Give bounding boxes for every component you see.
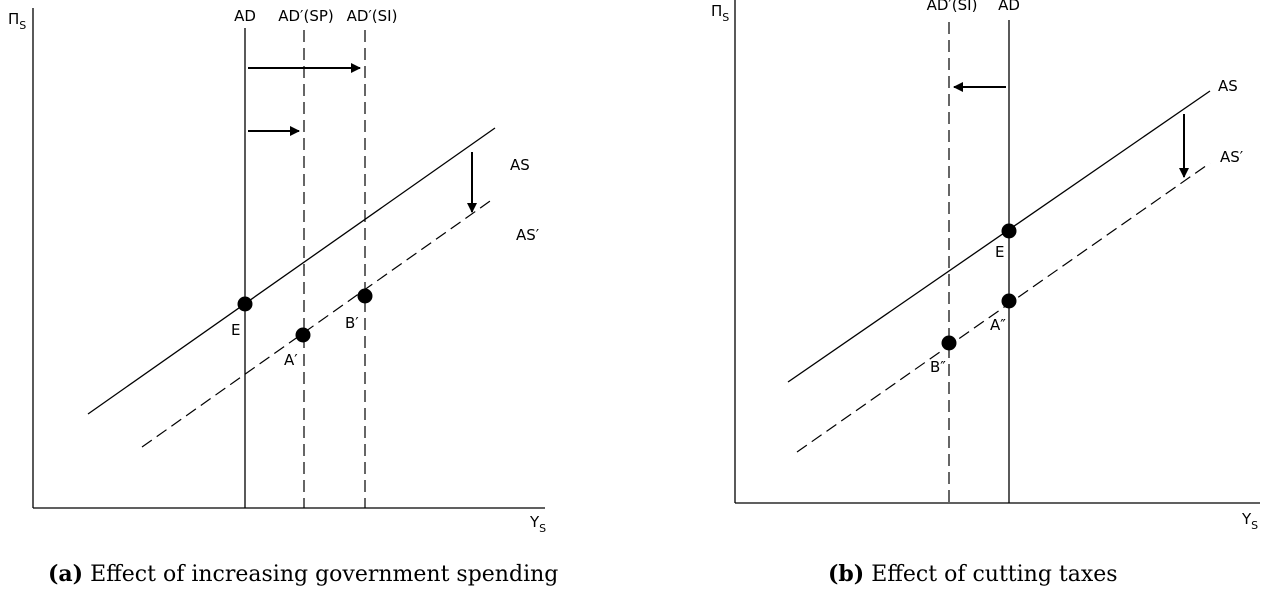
panel-b-point-a-dprime xyxy=(1001,293,1017,309)
panel-b: ΠS YS AD′(SI) AD AS AS′ E A″ B″ xyxy=(711,0,1260,532)
panel-a-y-axis-sub: S xyxy=(19,19,26,32)
svg-text:YS: YS xyxy=(1241,510,1258,532)
panel-a-caption-text: Effect of increasing government spending xyxy=(90,562,559,587)
panel-a-ad-sp-label: AD′(SP) xyxy=(278,7,334,25)
panel-a-point-b-prime xyxy=(357,288,373,304)
panel-a-point-a-prime xyxy=(295,327,311,343)
panel-b-point-e xyxy=(1001,223,1017,239)
panel-b-point-b-dprime xyxy=(941,335,957,351)
panel-b-x-axis-label: Y xyxy=(1241,510,1252,528)
panel-b-caption-tag: (b) xyxy=(828,561,865,587)
panel-a-y-axis-label: Π xyxy=(8,10,19,28)
svg-text:ΠS: ΠS xyxy=(711,2,729,24)
panel-b-as-line xyxy=(787,90,1211,383)
panel-b-as-prime-label: AS′ xyxy=(1220,148,1244,166)
panel-b-y-axis-label: Π xyxy=(711,2,722,20)
panel-a-point-e-label: E xyxy=(231,321,240,339)
panel-b-caption: (b) Effect of cutting taxes xyxy=(828,561,1118,587)
panel-a-point-b-prime-label: B′ xyxy=(345,314,359,332)
panel-a-ad-si-label: AD′(SI) xyxy=(347,7,398,25)
panel-b-point-e-label: E xyxy=(995,243,1004,261)
panel-b-ad-label: AD xyxy=(998,0,1020,14)
panel-a-x-axis-label: Y xyxy=(529,513,540,531)
panel-a-as-line xyxy=(87,127,496,415)
panel-b-ad-si-label: AD′(SI) xyxy=(927,0,978,14)
svg-text:YS: YS xyxy=(529,513,546,535)
panel-b-caption-text: Effect of cutting taxes xyxy=(871,562,1118,587)
panel-a-point-e xyxy=(237,296,253,312)
panel-a-caption-tag: (a) xyxy=(48,561,84,587)
panel-a: ΠS YS AD AD′(SP) AD′(SI) AS AS′ E A′ B′ xyxy=(8,7,546,535)
panel-b-as-prime-line xyxy=(796,162,1211,453)
panel-b-x-axis-sub: S xyxy=(1251,519,1258,532)
panel-b-as-label: AS xyxy=(1218,77,1238,95)
panel-a-as-label: AS xyxy=(510,156,530,174)
svg-text:ΠS: ΠS xyxy=(8,10,26,32)
panel-a-caption: (a) Effect of increasing government spen… xyxy=(48,561,558,587)
panel-a-x-axis-sub: S xyxy=(539,522,546,535)
panel-a-as-prime-label: AS′ xyxy=(516,226,540,244)
panel-a-point-a-prime-label: A′ xyxy=(284,351,298,369)
panel-a-as-prime-line xyxy=(141,198,494,448)
panel-b-point-b-dprime-label: B″ xyxy=(930,358,946,376)
panel-a-ad-label: AD xyxy=(234,7,256,25)
panel-b-point-a-dprime-label: A″ xyxy=(990,316,1006,334)
panel-b-y-axis-sub: S xyxy=(722,11,729,24)
